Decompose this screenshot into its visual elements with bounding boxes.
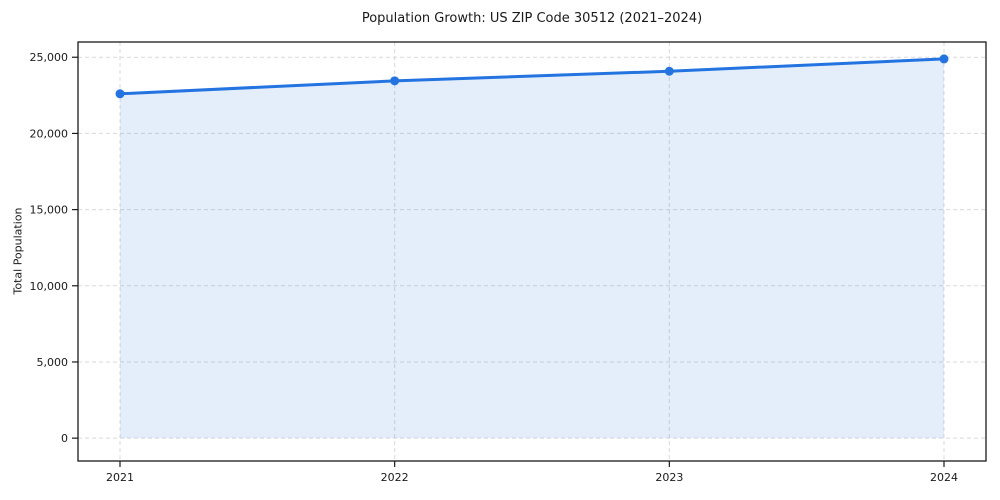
chart-title: Population Growth: US ZIP Code 30512 (20… <box>361 11 703 26</box>
y-tick-label: 0 <box>61 432 68 445</box>
x-tick-label: 2021 <box>106 471 134 484</box>
plot-border <box>77 41 987 462</box>
y-tick-label: 25,000 <box>30 51 69 64</box>
y-tick-label: 20,000 <box>30 127 69 140</box>
x-tick-label: 2023 <box>655 471 683 484</box>
y-tick-label: 5,000 <box>37 356 69 369</box>
y-tick-label: 15,000 <box>30 204 69 217</box>
data-point <box>390 76 400 86</box>
data-line <box>118 57 946 96</box>
x-tick-label: 2022 <box>381 471 409 484</box>
y-tick-label: 10,000 <box>30 280 69 293</box>
area-fill <box>120 58 944 439</box>
data-point <box>939 54 949 64</box>
data-point <box>115 89 125 99</box>
x-tick-label: 2024 <box>930 471 958 484</box>
data-point <box>664 66 674 76</box>
